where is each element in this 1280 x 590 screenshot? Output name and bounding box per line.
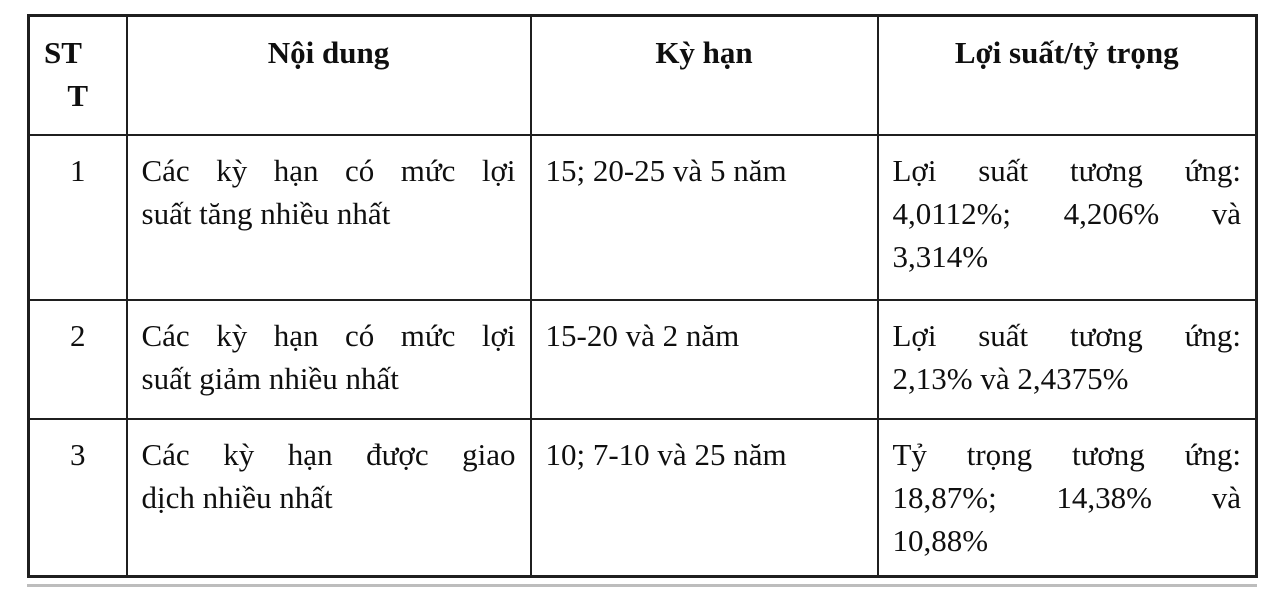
cell-content: Các kỳ hạn có mức lợi suất tăng nhiều nhấ… [125,133,532,301]
table-row: 2 Các kỳ hạn có mức lợi suất giảm nhiều n… [27,298,1258,420]
column-header-stt: ST T [27,14,128,136]
table-header-row: ST T Nội dung Kỳ hạn Lợi suất/tỷ trọng [27,14,1258,136]
cell-term: 15; 20-25 và 5 năm [529,133,879,301]
table-row: 3 Các kỳ hạn được giao dịch nhiều nhất 10… [27,417,1258,578]
cell-content: Các kỳ hạn được giao dịch nhiều nhất [125,417,532,578]
next-row-cutoff-line [27,584,1257,587]
column-header-noidung: Nội dung [125,14,532,136]
terms-yields-table: ST T Nội dung Kỳ hạn Lợi suất/tỷ trọng 1 … [27,14,1258,578]
column-header-kyhan: Kỳ hạn [529,14,879,136]
cell-stt: 1 [27,133,128,301]
table-row: 1 Các kỳ hạn có mức lợi suất tăng nhiều n… [27,133,1258,301]
cell-stt: 3 [27,417,128,578]
cell-content: Các kỳ hạn có mức lợi suất giảm nhiều nhấ… [125,298,532,420]
cell-yield: Lợi suất tương ứng: 4,0112%; 4,206% và 3,3… [876,133,1258,301]
cell-yield: Tỷ trọng tương ứng: 18,87%; 14,38% và 10,8… [876,417,1258,578]
cell-yield: Lợi suất tương ứng: 2,13% và 2,4375% [876,298,1258,420]
cell-term: 10; 7-10 và 25 năm [529,417,879,578]
column-header-loisuat: Lợi suất/tỷ trọng [876,14,1258,136]
cell-term: 15-20 và 2 năm [529,298,879,420]
cell-stt: 2 [27,298,128,420]
